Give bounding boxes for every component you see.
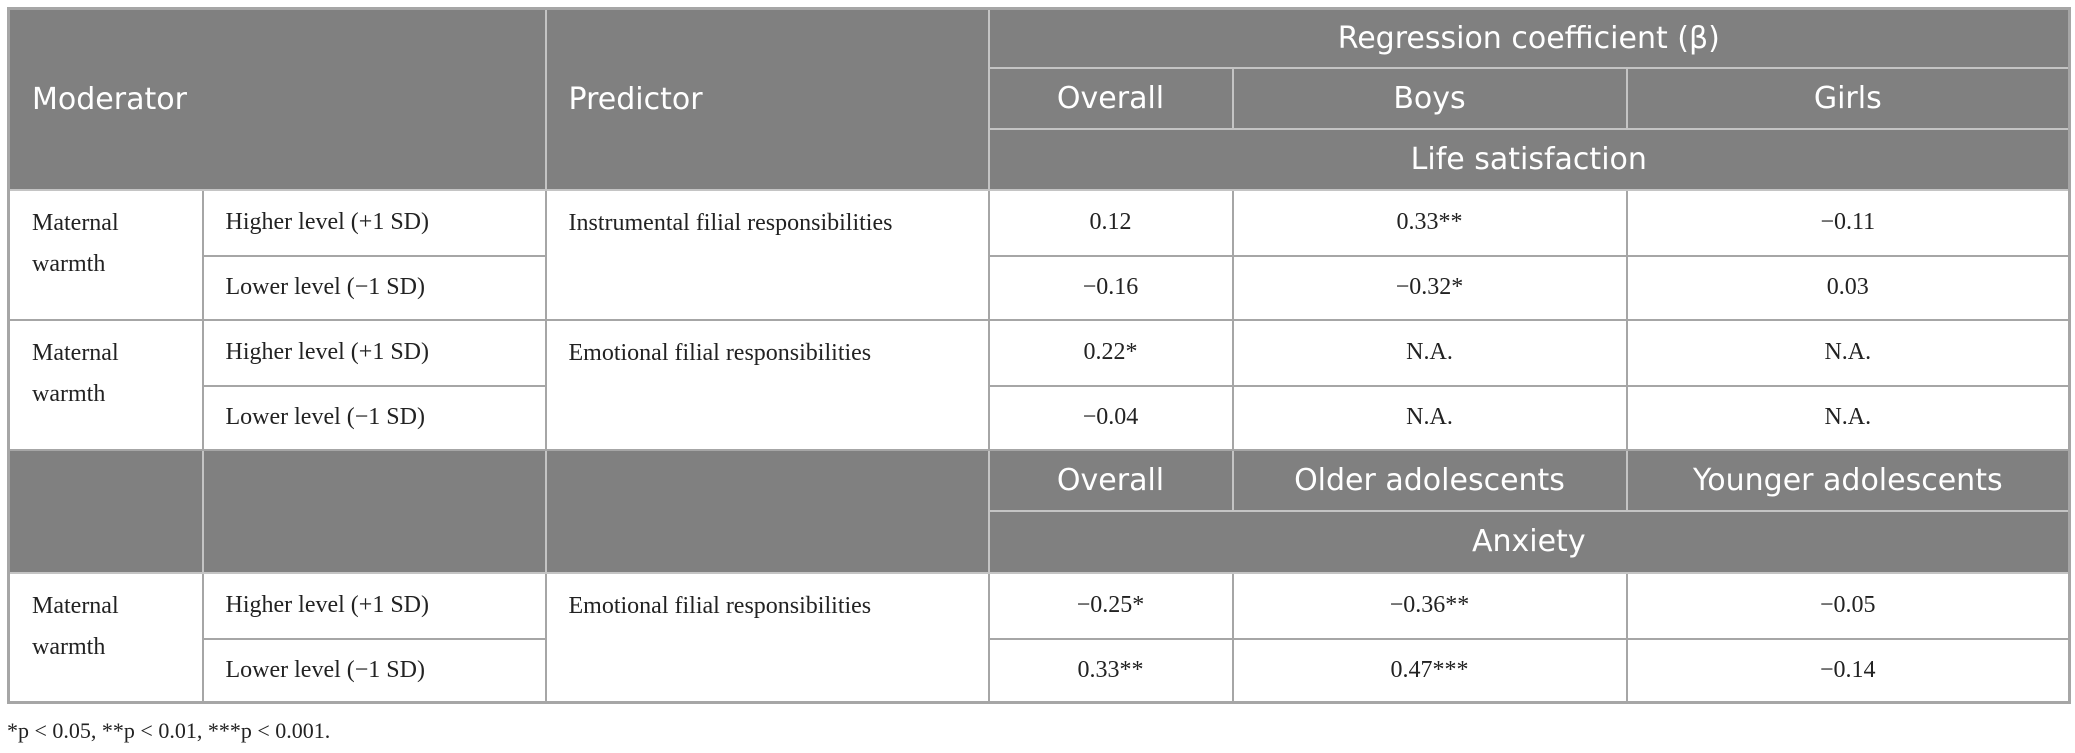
table-row: Lower level (−1 SD) −0.04 N.A. N.A. xyxy=(9,384,2071,451)
table-row: Lower level (−1 SD) 0.33** 0.47*** −0.14 xyxy=(9,637,2071,704)
level-cell: Lower level (−1 SD) xyxy=(201,384,547,451)
footnote: *p < 0.05, **p < 0.01, ***p < 0.001. xyxy=(7,718,331,743)
coefficient-cell: N.A. xyxy=(1625,318,2071,387)
level-cell: Higher level (+1 SD) xyxy=(201,571,547,640)
outcome-header: Life satisfaction xyxy=(987,127,2071,191)
header-cell xyxy=(544,448,990,574)
coefficient-cell: −0.32* xyxy=(1231,254,1628,321)
table-body: Moderator Predictor Regression coefficient… xyxy=(7,7,2071,704)
table-row: Anxiety xyxy=(9,509,2071,574)
table-row: Maternal warmth Higher level (+1 SD) Instr… xyxy=(7,188,2071,321)
group-header: Overall xyxy=(987,66,1234,130)
table-row: Maternal warmth Higher level (+1 SD) Emoti… xyxy=(7,571,2071,704)
table-row: Moderator Predictor Regression coefficient… xyxy=(7,7,2071,191)
header-cell xyxy=(7,448,204,574)
header-cell: Moderator xyxy=(7,7,547,191)
moderator-cell: Maternal warmth xyxy=(7,188,204,321)
group-header: Younger adolescents xyxy=(1625,448,2071,512)
coefficient-cell: −0.25* xyxy=(987,571,1234,640)
coefficient-cell: −0.16 xyxy=(987,254,1234,321)
coefficient-cell: 0.47*** xyxy=(1231,637,1628,704)
predictor-cell: Instrumental filial responsibilities xyxy=(544,188,990,321)
header-cell xyxy=(201,448,547,574)
predictor-cell: Emotional filial responsibilities xyxy=(544,571,990,704)
group-header: Boys xyxy=(1231,66,1628,130)
coefficient-cell: 0.03 xyxy=(1625,254,2071,321)
coefficient-cell: 0.33** xyxy=(1231,188,1628,257)
header-cell: Regression coefficient (β) xyxy=(987,7,2071,69)
table-row: Life satisfaction xyxy=(9,127,2071,191)
moderator-cell: Maternal warmth xyxy=(7,571,204,704)
table-row: Maternal warmth Higher level (+1 SD) Emoti… xyxy=(7,318,2071,451)
table-row: Overall Boys Girls xyxy=(9,66,2071,130)
coefficient-cell: 0.22* xyxy=(987,318,1234,387)
coefficient-cell: N.A. xyxy=(1231,318,1628,387)
level-cell: Higher level (+1 SD) xyxy=(201,318,547,387)
level-cell: Higher level (+1 SD) xyxy=(201,188,547,257)
moderator-cell: Maternal warmth xyxy=(7,318,204,451)
coefficient-cell: −0.04 xyxy=(987,384,1234,451)
coefficient-cell: −0.36** xyxy=(1231,571,1628,640)
coefficient-cell: N.A. xyxy=(1625,384,2071,451)
table-row: Overall Older adolescents Younger adolesce… xyxy=(7,448,2071,574)
coefficient-cell: N.A. xyxy=(1231,384,1628,451)
regression-table: Moderator Predictor Regression coefficient… xyxy=(7,7,2072,704)
coefficient-cell: −0.05 xyxy=(1625,571,2071,640)
group-header: Older adolescents xyxy=(1231,448,1628,512)
group-header: Girls xyxy=(1625,66,2071,130)
level-cell: Lower level (−1 SD) xyxy=(201,637,547,704)
group-header: Overall xyxy=(987,448,1234,512)
header-cell: Predictor xyxy=(544,7,990,191)
coefficient-cell: 0.33** xyxy=(987,637,1234,704)
table-row: Lower level (−1 SD) −0.16 −0.32* 0.03 xyxy=(9,254,2071,321)
outcome-header: Anxiety xyxy=(987,509,2071,574)
predictor-cell: Emotional filial responsibilities xyxy=(544,318,990,451)
level-cell: Lower level (−1 SD) xyxy=(201,254,547,321)
coefficient-cell: −0.14 xyxy=(1625,637,2071,704)
coefficient-cell: −0.11 xyxy=(1625,188,2071,257)
coefficient-cell: 0.12 xyxy=(987,188,1234,257)
